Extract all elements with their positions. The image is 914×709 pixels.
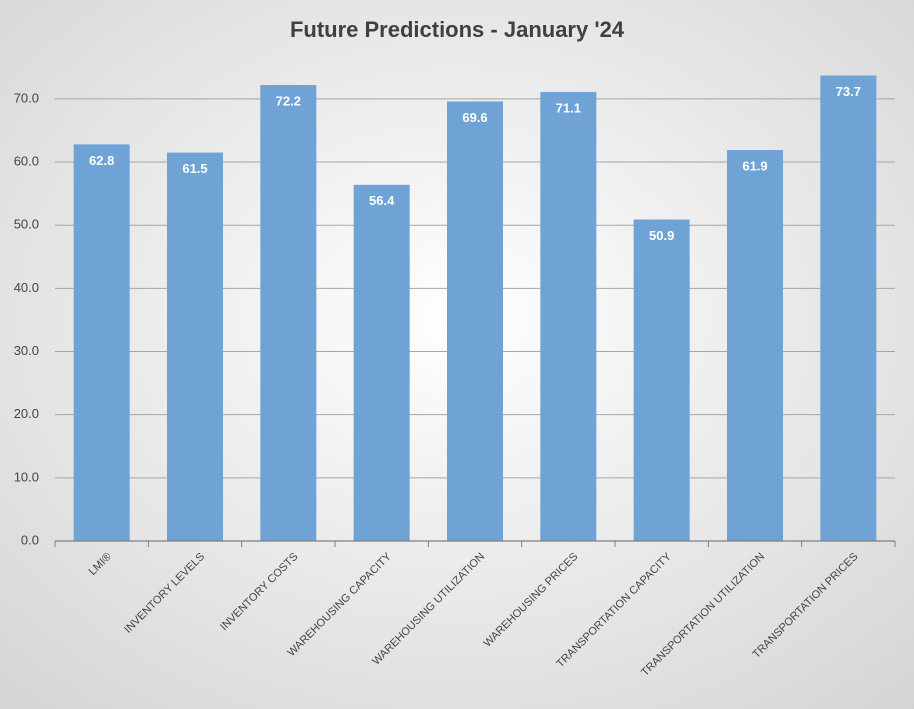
data-label: 72.2: [276, 93, 301, 108]
bar: [727, 150, 783, 542]
y-tick-label: 20.0: [14, 406, 39, 421]
y-tick-label: 40.0: [14, 280, 39, 295]
chart-title: Future Predictions - January '24: [290, 17, 625, 42]
data-label: 61.5: [182, 161, 207, 176]
data-label: 62.8: [89, 153, 114, 168]
data-label: 73.7: [836, 84, 861, 99]
data-label: 50.9: [649, 228, 674, 243]
y-tick-label: 30.0: [14, 343, 39, 358]
y-tick-label: 50.0: [14, 217, 39, 232]
bar: [167, 152, 223, 541]
bar: [353, 184, 410, 541]
y-tick-label: 60.0: [14, 153, 39, 168]
bar: [820, 75, 877, 542]
bar: [73, 144, 130, 542]
bar: [447, 101, 503, 541]
data-label: 61.9: [742, 158, 767, 173]
y-tick-label: 10.0: [14, 469, 39, 484]
bar: [260, 85, 317, 541]
data-label: 69.6: [462, 110, 487, 125]
data-label: 56.4: [369, 193, 395, 208]
y-tick-label: 0.0: [21, 532, 39, 547]
bar: [633, 219, 690, 542]
data-label: 71.1: [556, 100, 581, 115]
bar: [540, 91, 597, 542]
y-tick-label: 70.0: [14, 90, 39, 105]
